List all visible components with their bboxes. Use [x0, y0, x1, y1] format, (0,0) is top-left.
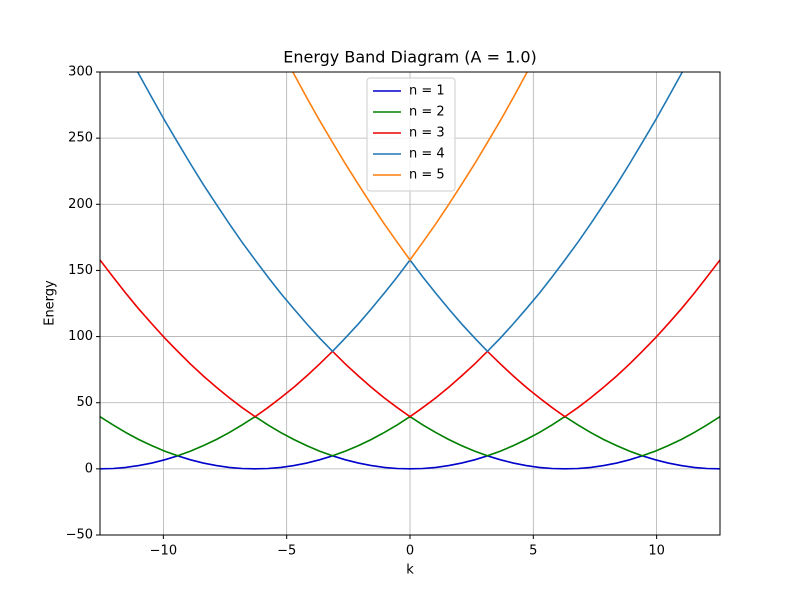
- y-tick-label: −50: [66, 528, 93, 543]
- legend-label: n = 2: [409, 105, 445, 120]
- x-tick-label: 10: [648, 544, 665, 559]
- y-tick-label: 150: [68, 263, 93, 278]
- y-tick-label: 200: [68, 197, 93, 212]
- y-tick-label: 250: [68, 131, 93, 146]
- legend-box: [366, 77, 456, 192]
- legend-label: n = 4: [409, 147, 445, 162]
- x-tick-label: 0: [406, 544, 414, 559]
- x-tick-label: 5: [529, 544, 537, 559]
- band-line: [100, 454, 720, 470]
- legend-label: n = 1: [409, 84, 445, 99]
- y-tick-label: 100: [68, 329, 93, 344]
- legend-label: n = 5: [409, 168, 445, 183]
- x-tick-label: −10: [150, 544, 177, 559]
- y-axis-label: Energy: [43, 280, 58, 326]
- plot-frame: [99, 71, 721, 536]
- y-tick-label: 50: [76, 395, 93, 410]
- chart-title: Energy Band Diagram (A = 1.0): [283, 48, 537, 67]
- plot-lines: [100, 72, 720, 470]
- y-tick-label: 0: [85, 461, 93, 476]
- legend-label: n = 3: [409, 126, 445, 141]
- x-axis-label: k: [406, 563, 414, 578]
- band-line: [291, 72, 529, 262]
- y-tick-label: 300: [68, 65, 93, 80]
- x-tick-label: −5: [277, 544, 296, 559]
- band-line: [100, 259, 720, 418]
